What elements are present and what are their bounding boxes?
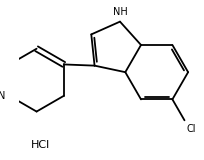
Text: NH: NH xyxy=(113,7,127,17)
Text: N: N xyxy=(0,91,6,101)
Text: Cl: Cl xyxy=(187,124,196,134)
Text: HCl: HCl xyxy=(31,140,50,150)
